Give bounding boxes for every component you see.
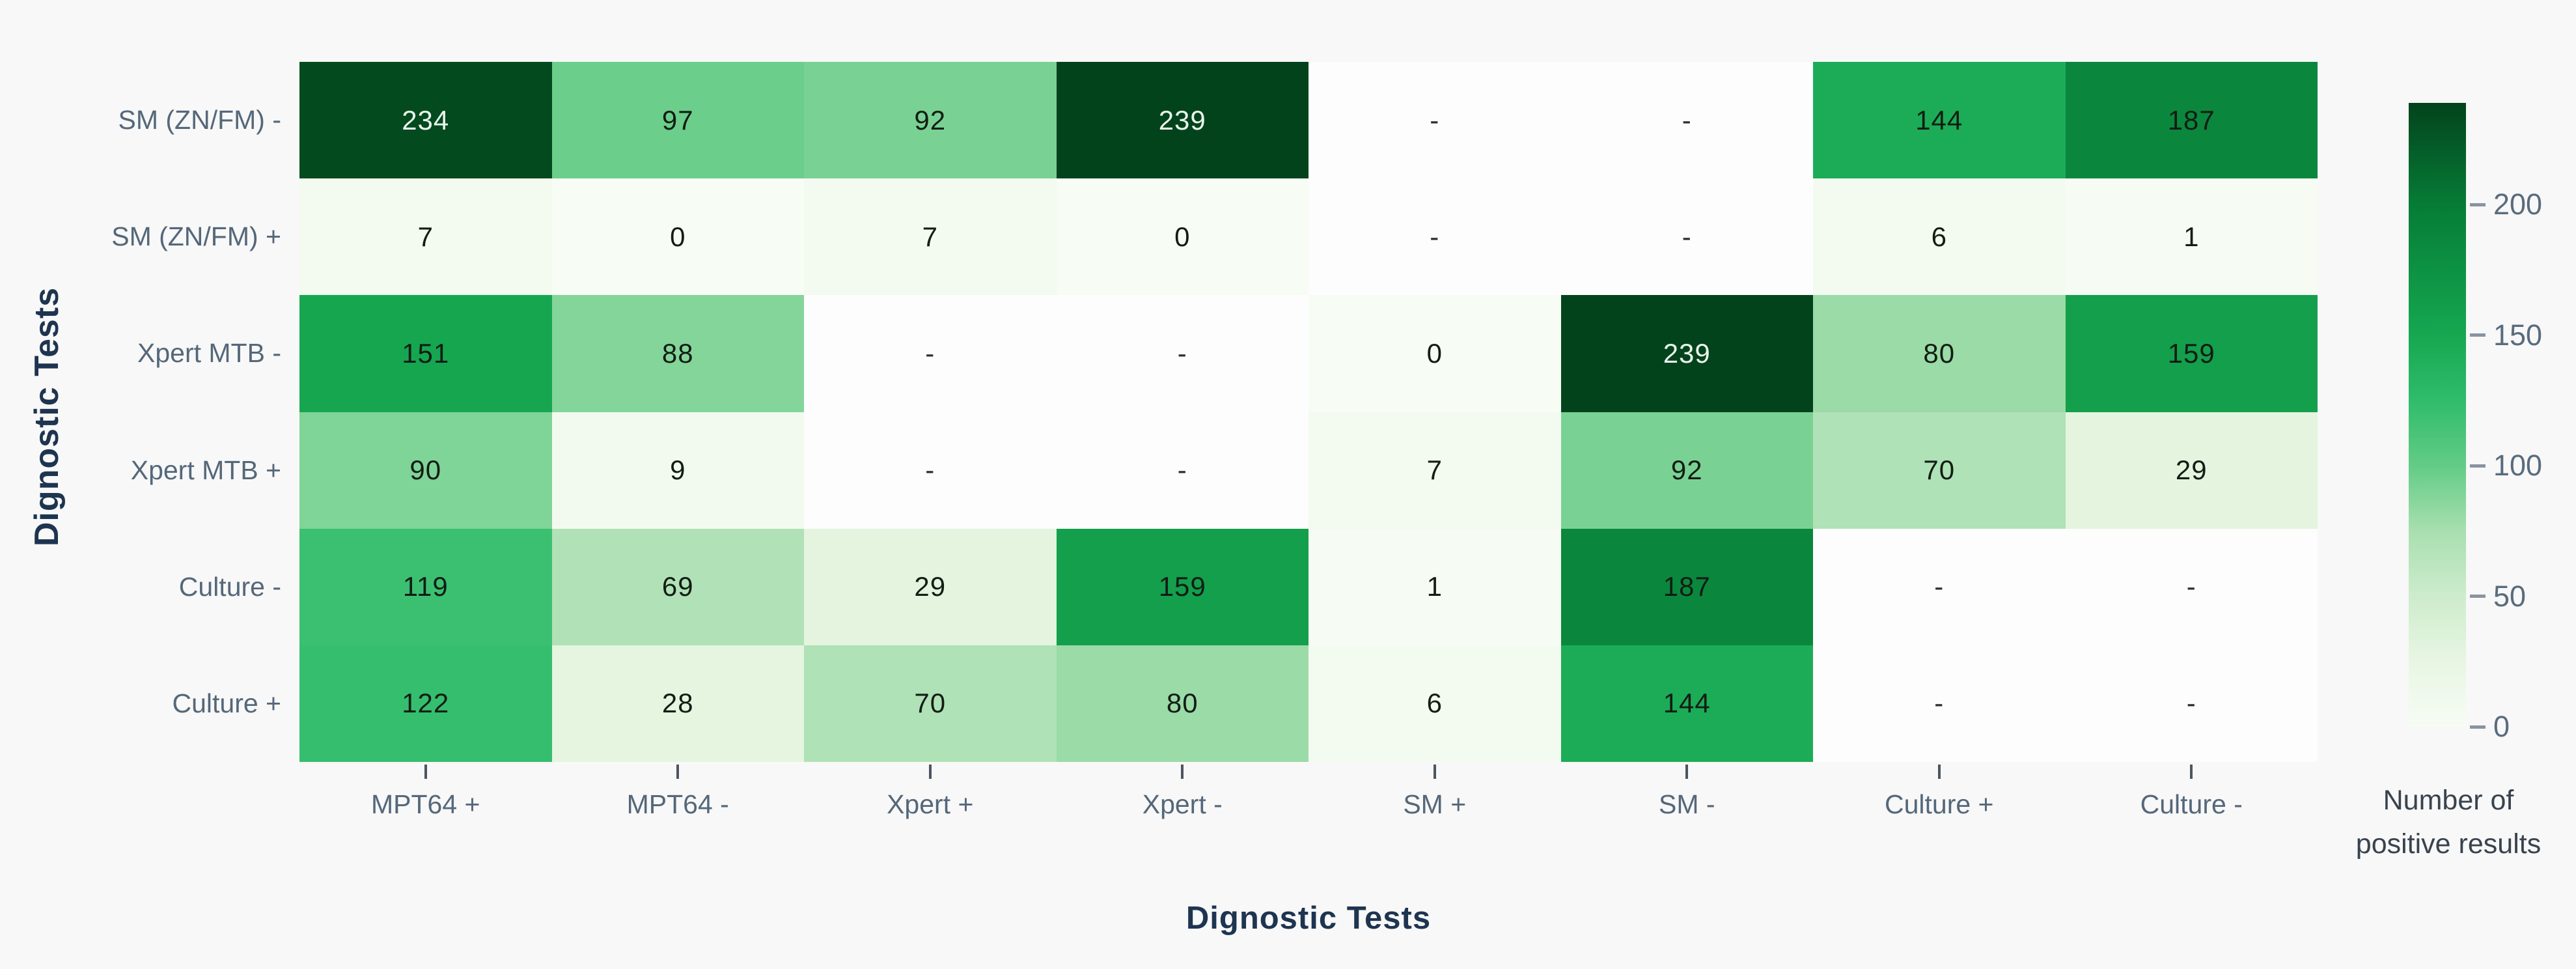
heatmap-cell: 7 xyxy=(1309,412,1561,529)
x-tick-label: Xpert - xyxy=(1142,789,1223,819)
heatmap-cell: 80 xyxy=(1813,295,2066,412)
heatmap-cell: 6 xyxy=(1309,645,1561,762)
x-tick-mark xyxy=(676,765,680,779)
y-tick-label: Culture + xyxy=(172,688,281,718)
colorbar-tick-mark xyxy=(2470,203,2486,206)
x-tick-label: Culture - xyxy=(2140,789,2243,819)
heatmap-cell: - xyxy=(804,412,1057,529)
x-tick-label: MPT64 + xyxy=(371,789,480,819)
heatmap-cell: - xyxy=(2065,645,2318,762)
colorbar-tick-label: 100 xyxy=(2493,449,2543,483)
colorbar-label: Number of positive results xyxy=(2321,779,2576,865)
heatmap-cell: 92 xyxy=(1560,412,1813,529)
x-tick-mark xyxy=(1181,765,1184,779)
heatmap-cell: 97 xyxy=(551,62,804,179)
heatmap-cell: 151 xyxy=(299,295,552,412)
heatmap-cell: 159 xyxy=(2065,295,2318,412)
heatmap-cell: 122 xyxy=(299,645,552,762)
colorbar-label-line1: Number of xyxy=(2383,785,2514,816)
x-tick-label: Xpert + xyxy=(887,789,974,819)
heatmap-cell: 9 xyxy=(551,412,804,529)
colorbar-tick-label: 50 xyxy=(2493,579,2527,613)
y-tick-labels: SM (ZN/FM) - SM (ZN/FM) + Xpert MTB - Xpert… xyxy=(0,62,292,762)
heatmap-cell: - xyxy=(1309,62,1561,179)
heatmap-cell: 88 xyxy=(551,295,804,412)
heatmap-cell: 1 xyxy=(2065,178,2318,296)
colorbar-tick-label: 150 xyxy=(2493,318,2543,352)
y-tick-label: Xpert MTB - xyxy=(137,338,281,369)
heatmap-cell: 29 xyxy=(804,528,1057,645)
heatmap-cell: 187 xyxy=(2065,62,2318,179)
heatmap-cell: 7 xyxy=(804,178,1057,296)
y-tick-label: SM (ZN/FM) + xyxy=(111,221,281,252)
colorbar-tick-label: 200 xyxy=(2493,188,2543,221)
colorbar-gradient xyxy=(2409,103,2466,727)
y-tick-label: SM (ZN/FM) - xyxy=(118,105,281,135)
heatmap-cell: 6 xyxy=(1813,178,2066,296)
heatmap-grid: 234 97 92 239- -144 187 7 0 7 0- -6 1 151 88- -0 239 80 1… xyxy=(299,62,2318,762)
heatmap-cell: 144 xyxy=(1813,62,2066,179)
heatmap-cell: 0 xyxy=(551,178,804,296)
colorbar-tick-mark xyxy=(2470,464,2486,468)
heatmap-cell: 92 xyxy=(804,62,1057,179)
heatmap-cell: 0 xyxy=(1056,178,1309,296)
heatmap-cell: 159 xyxy=(1056,528,1309,645)
x-tick-mark xyxy=(1685,765,1689,779)
x-tick-mark xyxy=(1433,765,1436,779)
heatmap-cell: 239 xyxy=(1560,295,1813,412)
colorbar-label-line2: positive results xyxy=(2355,828,2541,860)
heatmap-cell: 0 xyxy=(1309,295,1561,412)
heatmap-cell: 28 xyxy=(551,645,804,762)
x-tick-mark xyxy=(1937,765,1941,779)
heatmap-cell: - xyxy=(1056,295,1309,412)
heatmap-cell: - xyxy=(804,295,1057,412)
colorbar-tick-mark xyxy=(2470,333,2486,337)
heatmap-cell: - xyxy=(1309,178,1561,296)
heatmap-cell: - xyxy=(1560,62,1813,179)
heatmap-cell: 70 xyxy=(1813,412,2066,529)
heatmap-cell: 29 xyxy=(2065,412,2318,529)
x-axis-title: Dignostic Tests xyxy=(1185,901,1432,936)
heatmap-cell: - xyxy=(1056,412,1309,529)
heatmap-cell: 1 xyxy=(1309,528,1561,645)
heatmap-cell: - xyxy=(1813,528,2066,645)
heatmap-cell: - xyxy=(1813,645,2066,762)
heatmap-cell: - xyxy=(1560,178,1813,296)
colorbar-tick-label: 0 xyxy=(2493,710,2510,743)
heatmap-cell: 70 xyxy=(804,645,1057,762)
x-tick-mark xyxy=(424,765,427,779)
heatmap-cell: - xyxy=(2065,528,2318,645)
x-tick-label: SM - xyxy=(1658,789,1715,819)
heatmap-cell: 90 xyxy=(299,412,552,529)
heatmap-cell: 187 xyxy=(1560,528,1813,645)
heatmap-cell: 7 xyxy=(299,178,552,296)
colorbar-tick-mark xyxy=(2470,595,2486,598)
x-tick-mark xyxy=(2190,765,2193,779)
heatmap-cell: 234 xyxy=(299,62,552,179)
heatmap-cell: 69 xyxy=(551,528,804,645)
x-tick-label: MPT64 - xyxy=(626,789,729,819)
colorbar-tick-mark xyxy=(2470,725,2486,729)
heatmap-cell: 239 xyxy=(1056,62,1309,179)
heatmap-cell: 144 xyxy=(1560,645,1813,762)
x-tick-label: Culture + xyxy=(1884,789,1994,819)
heatmap-cell: 119 xyxy=(299,528,552,645)
x-tick-label: SM + xyxy=(1403,789,1467,819)
heatmap-cell: 80 xyxy=(1056,645,1309,762)
y-tick-label: Culture - xyxy=(178,571,281,602)
y-tick-label: Xpert MTB + xyxy=(130,455,281,485)
x-tick-mark xyxy=(928,765,932,779)
